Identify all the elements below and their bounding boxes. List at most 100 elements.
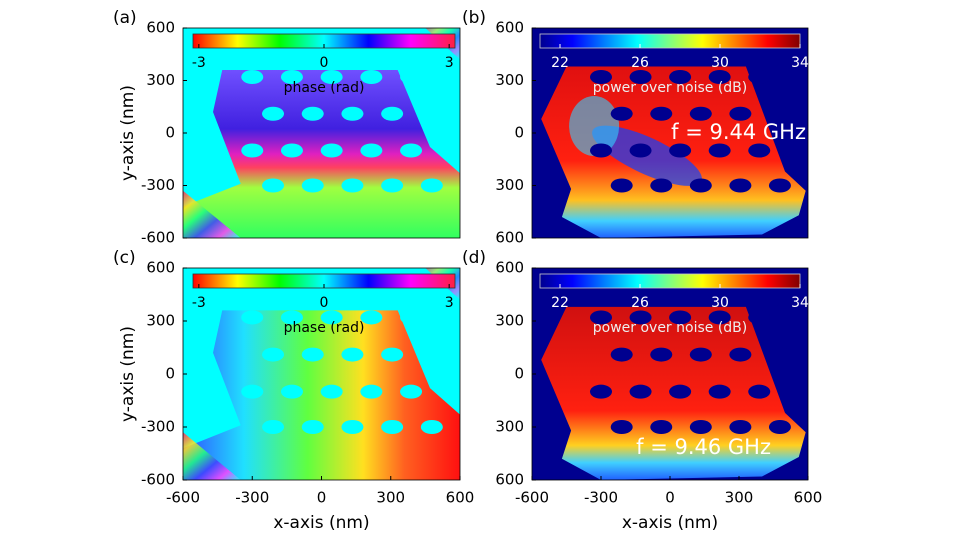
x-tick-label: 0 <box>317 489 327 507</box>
hole <box>301 420 324 434</box>
hole <box>400 310 423 325</box>
hole <box>689 178 712 193</box>
hole <box>689 106 712 121</box>
hole <box>629 384 652 399</box>
y-tick-label: 300 <box>146 312 175 330</box>
hole <box>610 178 633 193</box>
y-tick-label: 600 <box>495 229 524 247</box>
panel: (a) -600 -300 0 300 600 y-axis (nm) -3 0 3 phase (… <box>113 8 461 247</box>
y-tick-label: 300 <box>146 71 175 89</box>
hole <box>650 106 673 121</box>
hole <box>320 310 343 325</box>
hole <box>590 70 612 84</box>
heatmap <box>532 28 808 238</box>
hole <box>301 178 324 193</box>
hole <box>650 347 673 362</box>
hole <box>629 70 652 84</box>
colorbar-label: phase (rad) <box>284 80 365 96</box>
hole <box>400 384 423 399</box>
hole <box>341 347 364 362</box>
colorbar-label: phase (rad) <box>284 320 365 336</box>
hole <box>400 143 423 158</box>
hole <box>262 178 285 193</box>
heatmap <box>183 268 460 480</box>
y-tick-label: 600 <box>495 19 524 37</box>
hole <box>381 347 404 362</box>
hole <box>729 106 752 121</box>
colorbar-tick-label: 0 <box>320 55 329 71</box>
hole <box>360 384 383 399</box>
hole <box>360 143 383 158</box>
hole <box>360 70 383 84</box>
hole <box>241 384 264 399</box>
hole <box>320 143 343 158</box>
hole <box>590 384 612 399</box>
y-tick-label: 600 <box>495 471 524 489</box>
panel-label: (b) <box>462 8 486 28</box>
panel-label: (a) <box>113 8 137 28</box>
y-tick-label: 600 <box>495 259 524 277</box>
hole <box>301 347 324 362</box>
hole <box>669 143 692 158</box>
panel: (b) 600 300 0 300 600 22 26 30 34 power over noise… <box>462 8 809 247</box>
hole <box>241 143 264 158</box>
hole <box>301 106 324 121</box>
x-tick-label: 300 <box>376 489 405 507</box>
hole <box>590 310 612 325</box>
colorbar-tick-label: 34 <box>791 55 809 71</box>
hole <box>420 178 443 193</box>
low-power-region <box>569 96 620 156</box>
colorbar-tick-label: 26 <box>631 55 649 71</box>
x-tick-label: -600 <box>515 489 549 507</box>
hole <box>669 70 692 84</box>
hole <box>729 347 752 362</box>
heatmap <box>532 268 808 480</box>
hole <box>241 310 264 325</box>
x-tick-label: 600 <box>446 489 475 507</box>
colorbar <box>539 273 801 289</box>
hole <box>241 70 264 84</box>
hole <box>669 310 692 325</box>
hole <box>420 420 443 434</box>
x-tick-label: -300 <box>584 489 618 507</box>
hole <box>341 420 364 434</box>
y-tick-label: 0 <box>165 124 175 142</box>
hole <box>262 106 285 121</box>
y-tick-label: -600 <box>141 471 175 489</box>
colorbar-tick-label: -3 <box>192 295 206 311</box>
hole <box>650 420 673 434</box>
panel-label: (c) <box>113 248 136 268</box>
hole <box>381 106 404 121</box>
x-tick-label: 0 <box>665 489 675 507</box>
hole <box>280 310 303 325</box>
x-tick-label: 600 <box>794 489 823 507</box>
x-axis-label: x-axis (nm) <box>622 513 718 533</box>
hole <box>708 384 731 399</box>
hole <box>420 106 443 121</box>
hole <box>341 178 364 193</box>
hole <box>262 420 285 434</box>
y-tick-label: 600 <box>146 259 175 277</box>
y-tick-label: 0 <box>514 124 524 142</box>
hole <box>768 106 791 121</box>
colorbar-label: power over noise (dB) <box>593 320 748 336</box>
hole <box>689 420 712 434</box>
hole <box>748 70 771 84</box>
hole <box>420 347 443 362</box>
hole <box>768 178 791 193</box>
hole <box>708 310 731 325</box>
hole <box>360 310 383 325</box>
colorbar-tick-label: 22 <box>551 295 569 311</box>
hole <box>381 178 404 193</box>
hole <box>262 347 285 362</box>
hole <box>320 70 343 84</box>
hole <box>400 70 423 84</box>
colorbar-tick-label: 0 <box>320 295 329 311</box>
hole <box>610 347 633 362</box>
hole <box>748 310 771 325</box>
hole <box>381 420 404 434</box>
y-axis-label: y-axis (nm) <box>118 85 138 181</box>
hole <box>341 106 364 121</box>
